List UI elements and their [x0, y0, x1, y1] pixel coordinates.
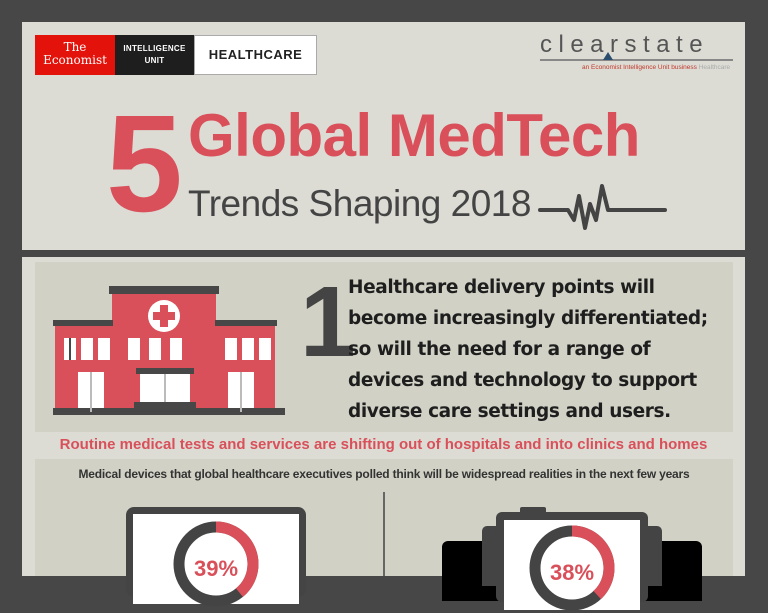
title-number: 5 [106, 87, 183, 241]
infographic-page: The Economist INTELLIGENCE UNIT HEALTHCA… [22, 22, 745, 611]
column-divider [383, 492, 385, 576]
tagline-suffix: Healthcare [698, 64, 731, 71]
watch-button [520, 507, 546, 512]
section-divider [22, 250, 745, 257]
devices-title: Medical devices that global healthcare e… [78, 467, 690, 481]
watch-screen: 38% [504, 520, 640, 611]
tablet-percent: 39% [193, 556, 239, 581]
trend-1-text: Healthcare delivery points will become i… [348, 277, 708, 422]
page-title: Global MedTech [188, 102, 640, 169]
economist-logo: The Economist [35, 35, 115, 75]
devices-panel: Medical devices that global healthcare e… [35, 459, 733, 611]
clearstate-tagline: an Economist Intelligence Unit business … [582, 64, 730, 71]
clearstate-logo: clearstate [540, 31, 710, 58]
trend-1-subtitle: Routine medical tests and services are s… [59, 436, 708, 453]
tablet-screen: 39% [133, 514, 299, 607]
heartbeat-icon [538, 184, 667, 230]
eiu-logo-line2: UNIT [144, 56, 165, 65]
hospital-icon [53, 286, 285, 415]
triangle-icon [603, 52, 613, 60]
trend-number: 1 [300, 266, 356, 378]
healthcare-label: HEALTHCARE [194, 35, 317, 75]
watch-percent: 38% [549, 560, 595, 585]
tagline-text: an Economist Intelligence Unit business [582, 64, 697, 71]
header: The Economist INTELLIGENCE UNIT HEALTHCA… [22, 22, 745, 250]
economist-logo-line1: The [63, 40, 87, 54]
smartwatch-icon: 38% [496, 512, 648, 611]
economist-logo-line2: Economist [43, 53, 107, 67]
eiu-logo: INTELLIGENCE UNIT [115, 35, 194, 75]
page-subtitle: Trends Shaping 2018 [188, 183, 531, 224]
trend-1-panel [35, 262, 733, 432]
clearstate-underline [540, 59, 733, 61]
eiu-logo-line1: INTELLIGENCE [123, 44, 186, 53]
tablet-icon: 39% [126, 507, 306, 607]
